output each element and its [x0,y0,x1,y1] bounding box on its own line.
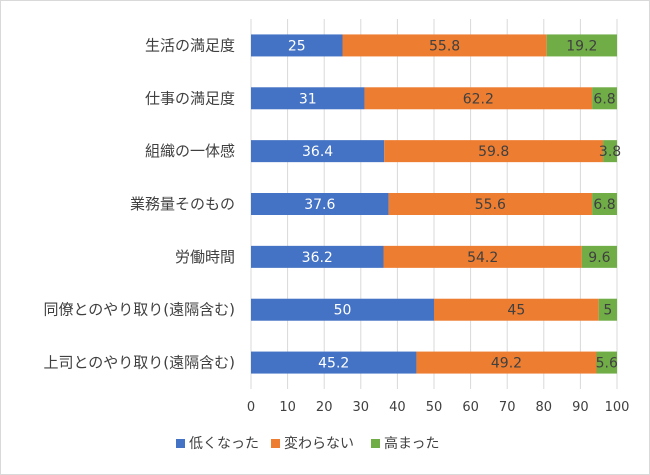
category-label: 同僚とのやり取り(遠隔含む) [43,301,235,319]
legend: 低くなった 変わらない 高まった [176,435,439,452]
data-label: 25 [288,38,306,54]
data-label: 49.2 [491,356,522,372]
data-label: 37.6 [304,197,335,213]
data-label: 31 [299,91,317,107]
data-label: 36.4 [302,144,333,160]
x-tick-label: 30 [353,400,370,415]
data-label: 5.6 [596,356,618,372]
bar-segment-2 [388,193,593,215]
data-label: 6.8 [593,197,615,213]
category-label: 仕事の満足度 [145,89,235,107]
legend-label: 高まった [384,435,439,452]
x-tick-label: 90 [572,400,589,415]
category-label: 上司とのやり取り(遠隔含む) [43,354,235,372]
category-label: 生活の満足度 [145,36,235,54]
bar-segment-1 [251,351,417,374]
legend-label: 変わらない [284,435,354,452]
bar-segment-2 [383,245,582,268]
data-label: 9.6 [588,250,610,266]
legend-label: 低くなった [189,436,259,452]
bar-segment-1 [251,193,389,215]
bar-segment-1 [251,245,384,268]
x-tick-label: 80 [536,400,553,415]
data-label: 5 [603,303,612,319]
category-label: 組織の一体感 [145,142,235,160]
bar-segment-2 [342,34,547,57]
x-tick-label: 100 [605,400,630,415]
category-label: 労働時間 [175,248,235,266]
data-label: 59.8 [478,144,509,160]
bar-segment-3 [598,298,617,321]
data-label: 45.2 [318,356,349,372]
legend-swatch [271,439,280,448]
bar-segment-3 [581,245,617,268]
bar-segment-2 [416,351,597,374]
bar-segment-1 [251,34,343,57]
x-tick-label: 20 [316,400,333,415]
bar-segment-3 [546,34,617,57]
data-label: 50 [334,303,352,319]
x-tick-label: 0 [247,400,255,415]
data-label: 45 [507,303,525,319]
bar-segment-3 [592,87,617,110]
data-label: 19.2 [566,38,597,54]
bars: 25 55.8 19.231 62.2 6.836.4 59.8 3.837.6 55.6 6.… [251,34,621,374]
bar-segment-3 [596,351,617,374]
x-axis-tick-labels: 0 10 20 30 40 50 60 70 80 90 100 [247,400,630,415]
data-label: 6.8 [593,91,615,107]
data-label: 54.2 [467,250,498,266]
data-label: 3.8 [599,144,621,160]
x-tick-label: 50 [426,400,443,415]
x-tick-label: 70 [499,400,516,415]
legend-swatch [371,439,380,448]
bar-segment-2 [364,87,593,110]
bar-segment-1 [251,298,434,321]
bar-segment-2 [434,298,599,321]
bar-segment-3 [603,140,617,163]
data-label: 62.2 [463,91,494,107]
bar-segment-2 [384,140,604,163]
data-label: 55.8 [429,38,460,54]
category-labels: 生活の満足度仕事の満足度組織の一体感業務量そのもの労働時間同僚とのやり取り(遠隔… [43,36,235,371]
x-tick-label: 40 [389,400,406,415]
bar-segment-1 [251,87,365,110]
bar-segment-1 [251,140,385,163]
data-label: 55.6 [475,197,506,213]
category-label: 業務量そのもの [130,195,235,213]
x-tick-label: 60 [462,400,479,415]
x-tick-label: 10 [279,400,296,415]
legend-swatch [176,439,185,448]
bar-segment-3 [592,193,617,215]
data-label: 36.2 [302,250,333,266]
